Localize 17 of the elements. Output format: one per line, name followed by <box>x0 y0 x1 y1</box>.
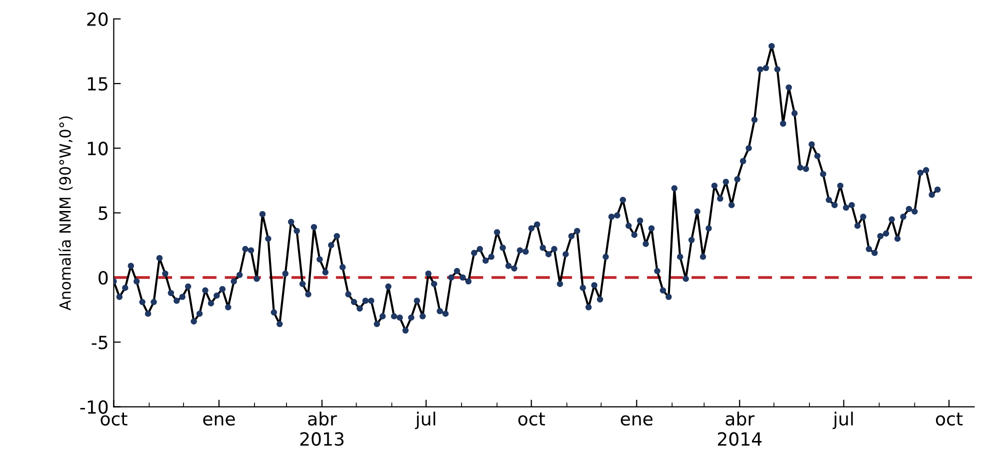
x-tick-label: oct <box>518 412 545 426</box>
x-tick-label: oct <box>100 412 128 426</box>
x-tick-label: ene <box>620 415 652 426</box>
x-tick-label: jul <box>415 412 436 430</box>
y-tick-label: -10 <box>80 400 108 414</box>
x-tick-label: jul <box>832 412 853 430</box>
y-tick-label: -5 <box>92 336 108 350</box>
y-tick-label: 0 <box>98 270 108 285</box>
y-tick-label: 10 <box>88 142 108 156</box>
y-axis-title: Anomalía NMM (90°W,0°) <box>58 116 73 310</box>
x-tick-label: oct <box>936 412 963 426</box>
x-tick-label: abr 2014 <box>718 412 762 446</box>
y-tick-label: 20 <box>87 12 108 26</box>
x-tick-label: abr 2013 <box>300 412 344 446</box>
y-tick-label: 15 <box>88 77 108 91</box>
x-tick-label: ene <box>203 415 235 426</box>
y-tick-label: 5 <box>98 206 108 220</box>
